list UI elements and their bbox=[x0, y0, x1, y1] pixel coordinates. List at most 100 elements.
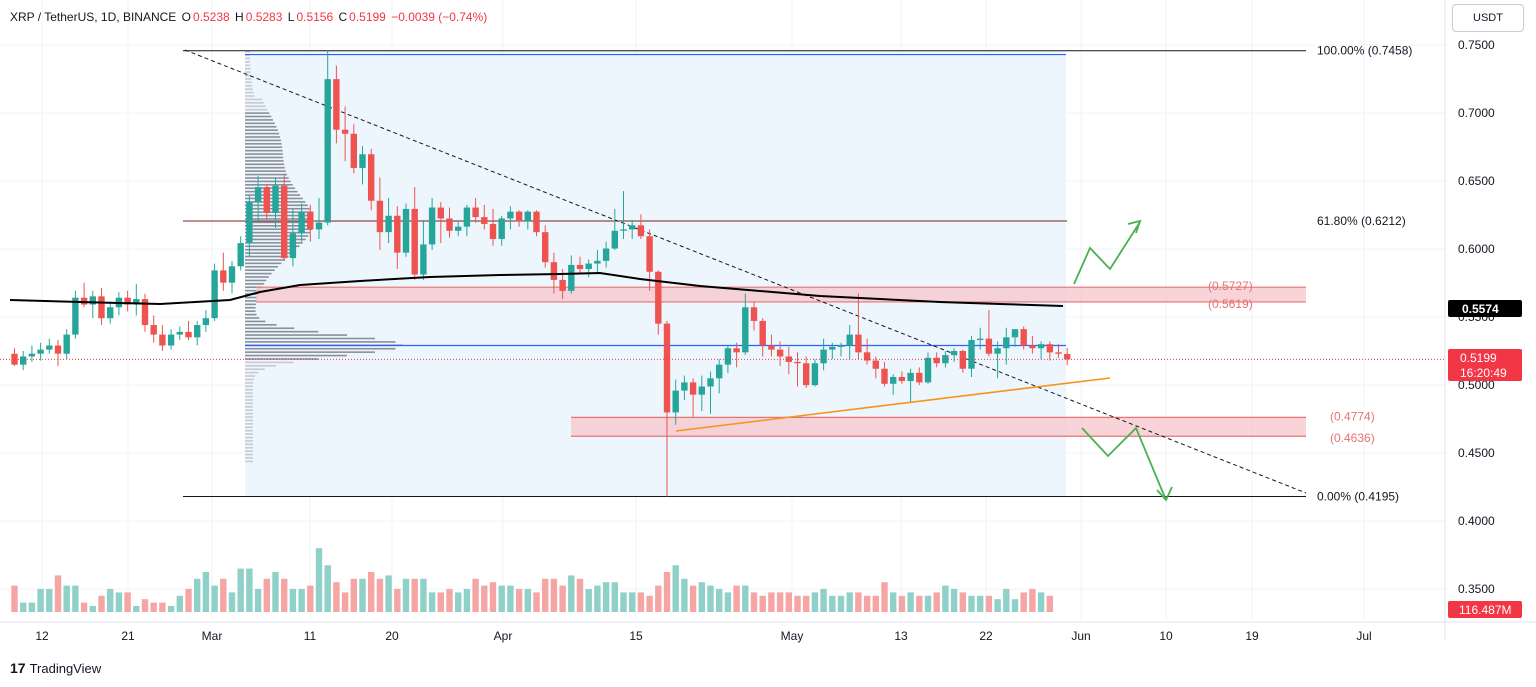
time-axis-tick: 12 bbox=[35, 629, 49, 643]
candle-body bbox=[194, 325, 201, 338]
candle-body bbox=[98, 296, 105, 319]
volume-profile-bar bbox=[245, 388, 254, 391]
candle-body bbox=[54, 345, 62, 354]
volume-bar bbox=[141, 599, 149, 612]
candle-body bbox=[246, 202, 253, 244]
volume-bar bbox=[646, 595, 653, 612]
candle-body bbox=[994, 348, 1001, 354]
fib-level-label: 61.80% (0.6212) bbox=[1317, 214, 1406, 228]
volume-profile-bar bbox=[245, 457, 253, 459]
volume-bar bbox=[559, 585, 566, 612]
time-axis-tick: 11 bbox=[304, 629, 317, 643]
candle-body bbox=[1003, 337, 1010, 349]
candle-body bbox=[550, 262, 558, 280]
volume-bar bbox=[376, 578, 384, 612]
candle-body bbox=[428, 207, 436, 245]
candle-body bbox=[803, 363, 810, 386]
volume-bar bbox=[863, 595, 871, 612]
volume-profile-bar bbox=[245, 351, 375, 353]
sr-zone bbox=[571, 417, 1306, 437]
candle-body bbox=[950, 350, 958, 356]
candle-body bbox=[1020, 329, 1027, 346]
volume-bar bbox=[542, 578, 549, 612]
zone-bottom-label: (0.4636) bbox=[1330, 431, 1375, 445]
volume-profile-bar bbox=[245, 143, 282, 145]
volume-profile-bar bbox=[245, 115, 272, 118]
volume-profile-bar bbox=[245, 433, 253, 435]
volume-bar bbox=[724, 592, 732, 612]
volume-profile-bar bbox=[245, 265, 278, 268]
volume-profile-bar bbox=[245, 419, 253, 422]
close-label: C bbox=[338, 10, 348, 24]
volume-bar bbox=[463, 589, 471, 612]
open-value: 0.5238 bbox=[192, 10, 230, 24]
volume-profile-bar bbox=[245, 67, 251, 70]
volume-bar bbox=[707, 585, 714, 612]
volume-profile-bar bbox=[245, 436, 253, 439]
currency-button[interactable]: USDT bbox=[1452, 4, 1524, 32]
volume-profile-bar bbox=[245, 330, 319, 333]
volume-profile-bar bbox=[245, 231, 311, 234]
candle-body bbox=[794, 361, 801, 364]
candle-body bbox=[298, 211, 305, 234]
candle-body bbox=[681, 382, 688, 391]
volume-bar bbox=[324, 565, 331, 612]
candle-body bbox=[663, 323, 671, 413]
candle-body bbox=[872, 360, 879, 369]
zone-bottom-label: (0.5619) bbox=[1208, 297, 1253, 311]
volume-profile-bar bbox=[245, 412, 253, 415]
volume-bar bbox=[872, 595, 879, 612]
candle-body bbox=[1029, 345, 1036, 349]
candle-body bbox=[289, 233, 297, 259]
tradingview-logo-icon: 17 bbox=[10, 660, 26, 676]
volume-bar bbox=[968, 595, 975, 612]
candle-body bbox=[568, 264, 575, 291]
candle-body bbox=[72, 297, 79, 335]
descending-trendline bbox=[184, 49, 1307, 494]
moving-average-line bbox=[9, 271, 1064, 307]
ma-value-label: 0.5574 bbox=[1462, 302, 1499, 316]
candle-body bbox=[272, 185, 279, 214]
volume-profile-bar bbox=[245, 378, 254, 381]
candle-body bbox=[742, 307, 749, 353]
volume-profile-bar bbox=[245, 132, 280, 135]
volume-profile-bar bbox=[245, 255, 289, 258]
candle-body bbox=[959, 350, 966, 369]
open-label: O bbox=[181, 10, 191, 24]
volume-bar bbox=[159, 602, 166, 612]
price-axis-tick: 0.7500 bbox=[1458, 38, 1495, 52]
volume-bar bbox=[228, 592, 236, 612]
volume-profile-bar bbox=[245, 313, 257, 316]
volume-profile-bar bbox=[245, 286, 263, 289]
time-axis-tick: Jun bbox=[1071, 629, 1090, 643]
volume-bar bbox=[133, 606, 140, 612]
volume-profile-bar bbox=[245, 221, 314, 224]
time-axis-tick: 10 bbox=[1159, 629, 1173, 643]
volume-profile-bar bbox=[245, 102, 264, 104]
volume-profile-bar bbox=[245, 177, 289, 179]
candle-body bbox=[402, 208, 410, 253]
bearish-arrow-head bbox=[1156, 486, 1173, 502]
volume-profile-bar bbox=[245, 416, 253, 418]
volume-profile-bar bbox=[245, 262, 282, 265]
price-axis-tick: 0.4500 bbox=[1458, 446, 1495, 460]
volume-profile-bar bbox=[245, 84, 253, 87]
volume-profile-bar bbox=[245, 259, 285, 261]
volume-profile-bar bbox=[245, 173, 288, 176]
bullish-forecast-arrow bbox=[1073, 221, 1141, 285]
tradingview-brand[interactable]: 17 TradingView bbox=[10, 660, 101, 676]
volume-bar bbox=[629, 592, 636, 612]
candles bbox=[11, 50, 1071, 497]
candle-body bbox=[585, 263, 592, 270]
volume-bar bbox=[602, 582, 610, 612]
volume-profile-bar bbox=[245, 450, 253, 452]
zone-top-label: (0.5727) bbox=[1208, 279, 1253, 293]
volume-profile-bar bbox=[245, 423, 253, 425]
volume-bar bbox=[281, 578, 288, 612]
volume-profile-bar bbox=[245, 440, 253, 442]
volume-bar bbox=[924, 595, 932, 612]
volume-profile-bar bbox=[245, 399, 254, 401]
candle-body bbox=[167, 334, 175, 346]
last-price-tag bbox=[1448, 349, 1522, 381]
